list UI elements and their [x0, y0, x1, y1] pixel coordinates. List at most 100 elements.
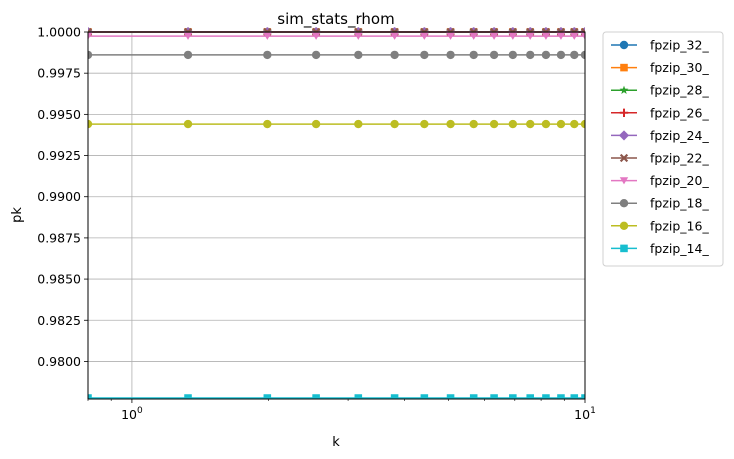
data-point: [420, 32, 429, 40]
data-point: [183, 32, 193, 40]
data-point: [570, 394, 579, 399]
legend-item: fpzip_24_: [611, 128, 709, 143]
data-point: [469, 119, 478, 129]
data-point: [541, 32, 551, 40]
data-point: [446, 32, 455, 40]
legend-label: fpzip_22_: [650, 151, 709, 166]
y-tick-label: 0.9925: [37, 148, 81, 163]
legend-item: fpzip_18_: [611, 196, 709, 211]
data-point: [420, 394, 429, 399]
data-point: [489, 119, 499, 129]
data-point: [446, 394, 455, 399]
legend-label: fpzip_24_: [650, 128, 709, 143]
data-point: [556, 32, 566, 40]
data-point: [580, 119, 585, 129]
legend-marker: [619, 40, 629, 50]
y-tick-label: 0.9875: [37, 230, 81, 245]
legend: fpzip_32_ fpzip_30_ fpzip_28_ fpzip_26_fpzi…: [602, 31, 724, 267]
data-point: [469, 394, 478, 399]
legend-marker: [619, 221, 629, 230]
y-tick-label: 0.9900: [37, 189, 81, 204]
data-point: [489, 32, 499, 40]
data-point: [556, 119, 566, 129]
data-point: [390, 32, 399, 40]
legend-marker: [620, 244, 628, 253]
legend-item: fpzip_30_: [611, 60, 709, 75]
legend-label: fpzip_28_: [650, 83, 709, 98]
data-point: [88, 50, 93, 60]
y-tick-label: 0.9950: [37, 107, 81, 122]
data-point: [263, 119, 272, 129]
series-fpzip-14: [88, 394, 585, 399]
data-point: [390, 394, 399, 399]
y-tick-label: 0.9850: [37, 272, 81, 287]
data-point: [354, 32, 363, 40]
grid: [88, 31, 586, 399]
legend-marker: [619, 177, 629, 185]
data-point: [312, 394, 320, 399]
data-point: [446, 119, 455, 129]
data-point: [509, 394, 517, 399]
data-point: [469, 32, 478, 40]
data-point: [526, 32, 535, 40]
data-point: [354, 50, 363, 60]
series-fpzip-16: [88, 119, 585, 129]
legend-item: fpzip_26_: [611, 105, 709, 120]
data-point: [446, 50, 455, 60]
data-point: [354, 119, 363, 129]
data-point: [311, 32, 321, 40]
data-point: [311, 50, 321, 60]
data-point: [183, 119, 193, 129]
data-point: [390, 50, 399, 60]
legend-item: fpzip_32_: [611, 38, 709, 53]
data-point: [183, 50, 193, 60]
data-point: [570, 32, 579, 40]
data-point: [88, 119, 93, 129]
legend-label: fpzip_26_: [650, 105, 709, 120]
legend-marker: [619, 108, 629, 117]
data-point: [263, 50, 272, 60]
data-point: [580, 50, 585, 60]
y-tick-label: 0.9825: [37, 313, 81, 328]
data-point: [508, 32, 518, 40]
data-point: [490, 394, 498, 399]
legend-label: fpzip_18_: [650, 196, 709, 211]
legend-marker: [619, 85, 629, 94]
data-point: [580, 32, 585, 40]
legend-marker: [619, 153, 629, 163]
data-point: [556, 50, 566, 60]
x-axis: 100 101: [87, 399, 596, 422]
y-tick-label: 0.9975: [37, 66, 81, 81]
data-point: [541, 119, 551, 129]
legend-item: fpzip_22_: [611, 151, 709, 166]
data-point: [184, 394, 192, 399]
x-axis-label: k: [332, 435, 340, 450]
series-fpzip-20: [88, 32, 585, 40]
data-point: [570, 119, 579, 129]
legend-label: fpzip_30_: [650, 60, 709, 75]
data-point: [311, 119, 321, 129]
series-fpzip-18: [88, 50, 585, 60]
legend-label: fpzip_14_: [650, 241, 709, 256]
legend-label: fpzip_20_: [650, 173, 709, 188]
data-point: [354, 394, 363, 399]
data-point: [508, 50, 518, 60]
legend-item: fpzip_16_: [611, 218, 709, 233]
plot-frame: [87, 31, 586, 400]
data-point: [526, 394, 534, 399]
data-point: [88, 394, 92, 399]
legend-marker: [620, 63, 628, 72]
y-axis-label: pk: [10, 207, 25, 223]
legend-item: fpzip_14_: [611, 241, 709, 256]
data-point: [263, 394, 272, 399]
data-point: [263, 32, 272, 40]
data-point: [581, 394, 585, 399]
legend-item: fpzip_28_: [611, 83, 709, 98]
data-point: [420, 119, 429, 129]
legend-marker: [618, 130, 630, 141]
x-tick-label: 101: [574, 406, 596, 422]
legend-item: fpzip_20_: [611, 173, 709, 188]
y-tick-label: 1.0000: [37, 25, 81, 40]
data-point: [88, 32, 93, 40]
